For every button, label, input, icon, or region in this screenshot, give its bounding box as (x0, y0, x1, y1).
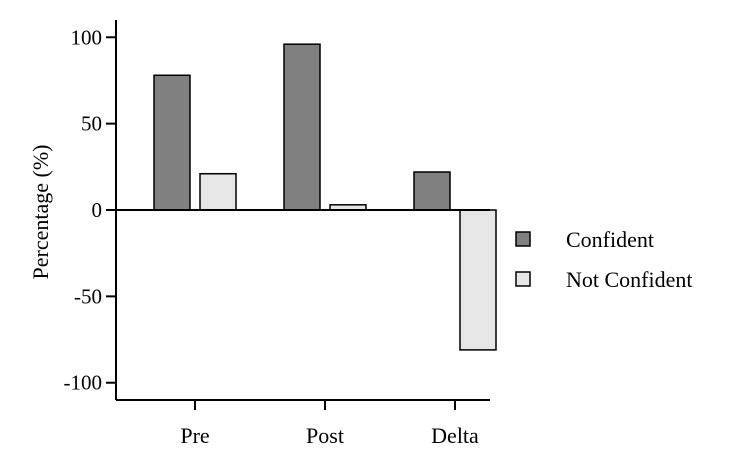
bar-not-confident-pre (199, 172, 237, 211)
x-axis-ticks: Pre Post Delta (180, 400, 479, 448)
legend-label-not-confident: Not Confident (566, 267, 693, 292)
y-axis-title: Percentage (%) (28, 145, 53, 280)
bar-confident-delta (413, 171, 451, 211)
y-tick-label: 100 (71, 25, 103, 49)
legend-swatch-confident (515, 231, 531, 247)
x-tick-label: Delta (431, 423, 479, 448)
y-tick-label: -50 (74, 284, 102, 308)
x-tick-label: Pre (180, 423, 209, 448)
y-axis-ticks: 100 50 0 -50 -100 (64, 25, 116, 395)
bar-not-confident-delta (459, 209, 497, 351)
bar-confident-post (283, 43, 321, 211)
bars-layer (153, 43, 497, 351)
bar-confident-pre (153, 74, 191, 211)
y-tick-label: 0 (92, 198, 103, 222)
y-tick-label: -100 (64, 371, 103, 395)
y-tick-label: 50 (81, 112, 102, 136)
legend: Confident Not Confident (515, 227, 693, 292)
x-tick-label: Post (306, 423, 344, 448)
legend-swatch-not-confident (515, 271, 531, 287)
legend-label-confident: Confident (566, 227, 654, 252)
